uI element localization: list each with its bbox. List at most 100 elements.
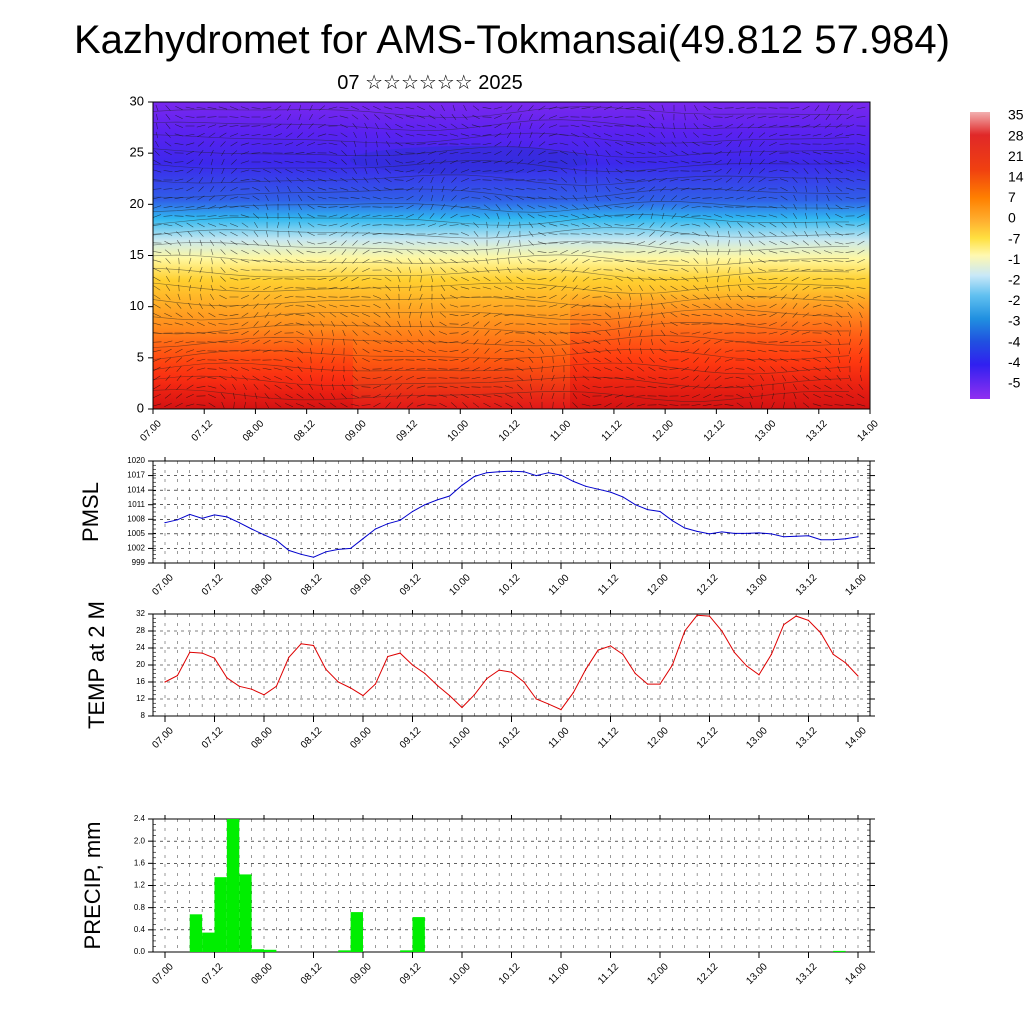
pmsl-x-tick-label: 11.12 — [596, 572, 621, 597]
pmsl-point — [251, 528, 253, 530]
pmsl-y-tick-label: 1002 — [127, 544, 145, 553]
temp-2m-point — [597, 649, 599, 651]
pmsl-point — [362, 538, 364, 540]
temp-2m-point — [548, 703, 550, 705]
pmsl-point — [312, 556, 315, 558]
temp-2m-point — [634, 672, 636, 675]
section-x-tick-label: 10.00 — [446, 418, 472, 444]
section-x-tick-label: 14.00 — [855, 418, 881, 444]
temp-2m-x-tick-label: 09.12 — [398, 725, 424, 751]
colorbar-label: -2 — [1008, 292, 1021, 308]
pmsl-x-tick-label: 10.12 — [497, 572, 523, 598]
temp-2m-x-tick-label: 12.12 — [695, 725, 721, 751]
section-x-tick-label: 07.00 — [138, 418, 164, 444]
pmsl-point — [733, 532, 735, 534]
pmsl-point — [473, 475, 475, 478]
precip-bar — [350, 912, 363, 952]
pmsl-y-tick-label: 1005 — [127, 529, 145, 538]
temp-2m-point — [746, 665, 748, 667]
pmsl-point — [189, 513, 191, 516]
section-isoline — [153, 389, 850, 402]
precip-bar — [214, 877, 227, 952]
temp-2m-x-tick-label: 07.12 — [200, 725, 226, 751]
temp-2m-point — [411, 664, 414, 666]
pmsl-y-tick-label: 1020 — [127, 456, 145, 465]
temp-2m-x-tick-label: 08.00 — [249, 725, 275, 751]
section-y-tick-label: 5 — [137, 349, 144, 364]
section-isoline — [153, 282, 850, 294]
pmsl-x-tick-label: 10.00 — [447, 572, 473, 598]
temp-2m-point — [560, 709, 562, 711]
temp-2m-point — [189, 651, 191, 653]
section-isoline — [153, 146, 850, 158]
pmsl-point — [721, 531, 723, 533]
pmsl-point — [337, 548, 339, 551]
temp-2m-point — [201, 652, 203, 654]
precip-bar — [338, 950, 351, 952]
precip-x-tick-label: 07.12 — [200, 961, 226, 987]
section-isoline — [153, 160, 850, 172]
temp-2m-point — [288, 656, 290, 658]
temp-2m-point — [486, 678, 488, 680]
pmsl-point — [201, 517, 203, 519]
temp-2m-point — [510, 671, 513, 673]
section-y-tick-label: 30 — [130, 93, 144, 108]
colorbar-label: 35 — [1008, 107, 1024, 123]
pmsl-point — [597, 488, 599, 490]
temp-2m-x-tick-label: 10.12 — [497, 725, 523, 751]
pmsl-x-tick-label: 07.00 — [150, 572, 176, 598]
pmsl-x-tick-label: 14.00 — [843, 572, 869, 598]
pmsl-point — [374, 528, 376, 530]
precip-bar — [202, 932, 215, 952]
temp-2m-y-tick-label: 8 — [141, 711, 146, 720]
temp-2m-point — [609, 645, 612, 647]
temp-2m-point — [832, 653, 834, 655]
section-x-tick-label: 10.12 — [497, 418, 523, 444]
temp-2m-point — [473, 694, 475, 696]
temp-2m-x-tick-label: 08.12 — [299, 725, 325, 751]
pmsl-frame — [152, 460, 871, 564]
precip-bar — [239, 874, 252, 952]
precip-y-tick-label: 0.8 — [134, 903, 146, 912]
temp-2m-y-tick-label: 20 — [136, 660, 145, 669]
section-x-tick-label: 08.12 — [292, 418, 318, 444]
temp-2m-point — [350, 687, 352, 689]
temp-2m-y-tick-label: 16 — [136, 677, 145, 686]
pmsl-x-tick-label: 09.00 — [348, 572, 374, 598]
pmsl-point — [708, 533, 711, 535]
temp-2m-point — [585, 668, 587, 670]
pmsl-point — [684, 527, 686, 529]
pmsl-y-tick-label: 999 — [132, 558, 146, 567]
pmsl-point — [325, 551, 327, 553]
pmsl-point — [399, 519, 401, 521]
pmsl-point — [411, 510, 414, 513]
temp-2m-point — [399, 652, 401, 654]
pmsl-x-tick-label: 13.00 — [744, 572, 770, 598]
section-x-tick-label: 07.12 — [190, 418, 216, 444]
pmsl-point — [783, 536, 785, 538]
precip-x-tick-label: 14.00 — [843, 961, 869, 987]
precip-bar — [251, 949, 264, 952]
pmsl-y-tick-label: 1014 — [127, 485, 145, 494]
pmsl-point — [498, 471, 500, 473]
precip-bar — [189, 914, 203, 952]
pmsl-point — [300, 553, 302, 555]
colorbar-gradient — [970, 112, 990, 399]
temp-2m-x-tick-label: 12.00 — [645, 725, 671, 751]
temp-2m-point — [424, 672, 426, 675]
pmsl-point — [164, 522, 166, 524]
precip-bar — [833, 950, 846, 952]
pmsl-y-tick-label: 1011 — [128, 500, 146, 509]
colorbar-label: 14 — [1008, 169, 1024, 185]
colorbar-label: -1 — [1008, 251, 1021, 267]
section-x-tick-label: 13.00 — [753, 418, 779, 444]
precip-y-tick-label: 0.0 — [134, 947, 146, 956]
pmsl-point — [510, 470, 513, 472]
pmsl-point — [275, 539, 277, 541]
colorbar-label: 21 — [1008, 148, 1024, 164]
temp-2m-x-tick-label: 14.00 — [843, 725, 869, 751]
pmsl-point — [461, 484, 463, 486]
pmsl-point — [659, 510, 661, 513]
temp-2m-point — [374, 683, 376, 685]
